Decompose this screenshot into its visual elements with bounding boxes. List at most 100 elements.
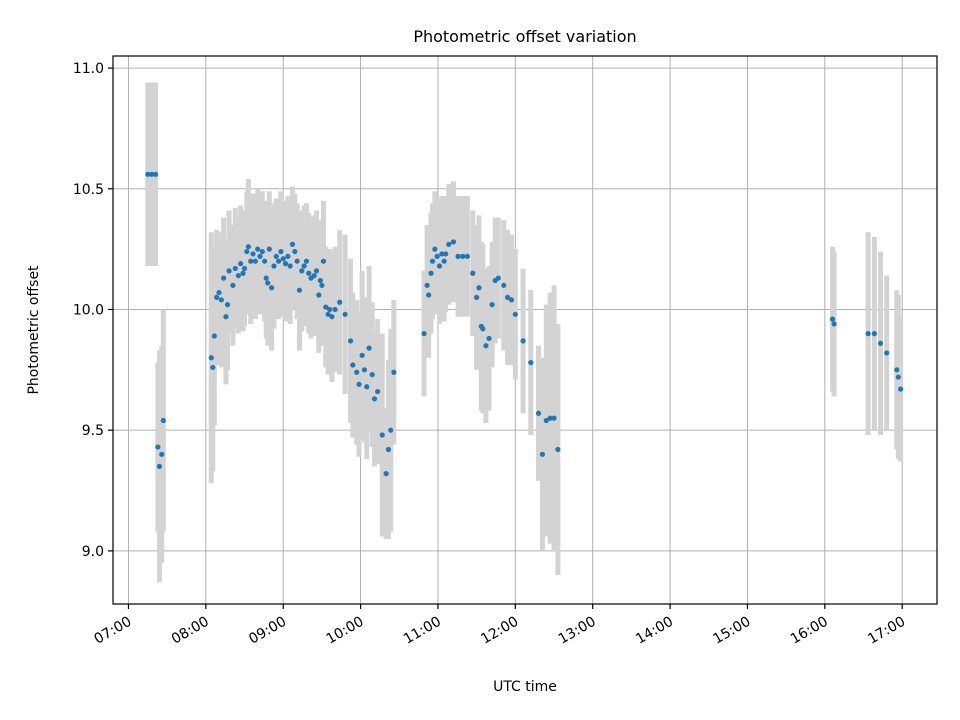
data-point [159,451,165,457]
error-bars [145,82,904,583]
data-point [480,326,486,332]
data-point [160,417,166,424]
y-axis-ticks: 9.0 9.5 10.0 10.5 11.0 [73,61,113,560]
x-tick-label: 10:00 [324,614,367,648]
data-point [884,350,890,356]
data-point [257,253,263,259]
data-point [296,287,303,293]
data-point [508,297,515,303]
x-tick-label: 08:00 [169,614,212,648]
data-point [898,386,904,392]
data-point [292,248,298,255]
data-point [301,263,307,269]
data-point [361,367,368,373]
data-point [252,258,258,264]
data-point [342,311,348,317]
data-point [262,258,268,264]
data-point [421,331,427,337]
data-point [385,446,392,453]
data-point [383,471,389,477]
data-point [428,270,434,276]
data-point [156,463,163,469]
data-point [238,261,244,267]
x-tick-label: 11:00 [401,614,444,648]
data-point [439,251,445,257]
data-point [245,244,251,250]
data-point [555,446,561,453]
data-point [313,268,320,274]
data-point [432,246,438,252]
data-point [240,270,246,276]
data-point [311,273,317,279]
data-point [275,258,282,264]
data-point [347,338,354,344]
data-point [535,410,542,416]
data-point [145,171,151,177]
data-point [226,268,232,274]
data-point [303,258,310,264]
data-point [865,331,871,337]
data-point [501,282,507,288]
data-point [294,258,300,264]
data-point [244,248,250,255]
y-tick-label: 10.0 [73,302,104,318]
data-point [829,316,836,322]
x-tick-label: 07:00 [92,614,135,648]
data-point [512,311,518,317]
data-point [208,355,214,361]
data-point [323,304,329,310]
data-point [539,451,546,457]
data-point [520,338,526,344]
data-point [306,270,312,276]
data-point [266,246,272,252]
data-point [287,263,293,269]
data-point [877,340,884,346]
y-tick-label: 10.5 [73,182,104,198]
x-tick-label: 15:00 [710,614,753,648]
data-point [259,248,265,255]
data-point [280,256,286,262]
data-point [474,294,480,301]
data-point [455,253,461,259]
data-point [369,372,375,378]
data-point [218,297,224,303]
x-tick-label: 09:00 [246,614,289,648]
data-point [250,251,256,257]
data-point [441,258,447,264]
data-point [443,251,449,257]
data-point [278,248,284,255]
data-point [426,292,432,298]
data-point [551,415,557,421]
data-point [232,265,238,272]
data-point [282,261,289,267]
data-point [224,302,231,308]
data-point [354,369,360,375]
x-tick-label: 12:00 [478,614,521,648]
data-point [230,282,236,288]
data-point [483,343,489,349]
data-point [216,289,222,296]
data-point [495,275,501,281]
data-point [271,263,277,269]
data-point [319,282,325,288]
data-point [273,253,279,259]
data-point [436,263,443,269]
x-tick-label: 16:00 [788,614,831,648]
data-point [325,311,331,317]
data-point [332,306,338,313]
data-point [223,314,229,320]
data-point [269,285,275,291]
x-tick-label: 14:00 [633,614,676,648]
data-point [255,246,261,252]
data-point [359,352,365,358]
data-point [316,292,322,298]
data-point [263,275,269,281]
data-point [317,277,323,284]
data-point [424,282,430,288]
y-tick-label: 11.0 [73,61,104,77]
data-point [235,273,241,279]
data-point [895,374,901,380]
data-point [241,265,248,272]
data-point [470,270,476,276]
